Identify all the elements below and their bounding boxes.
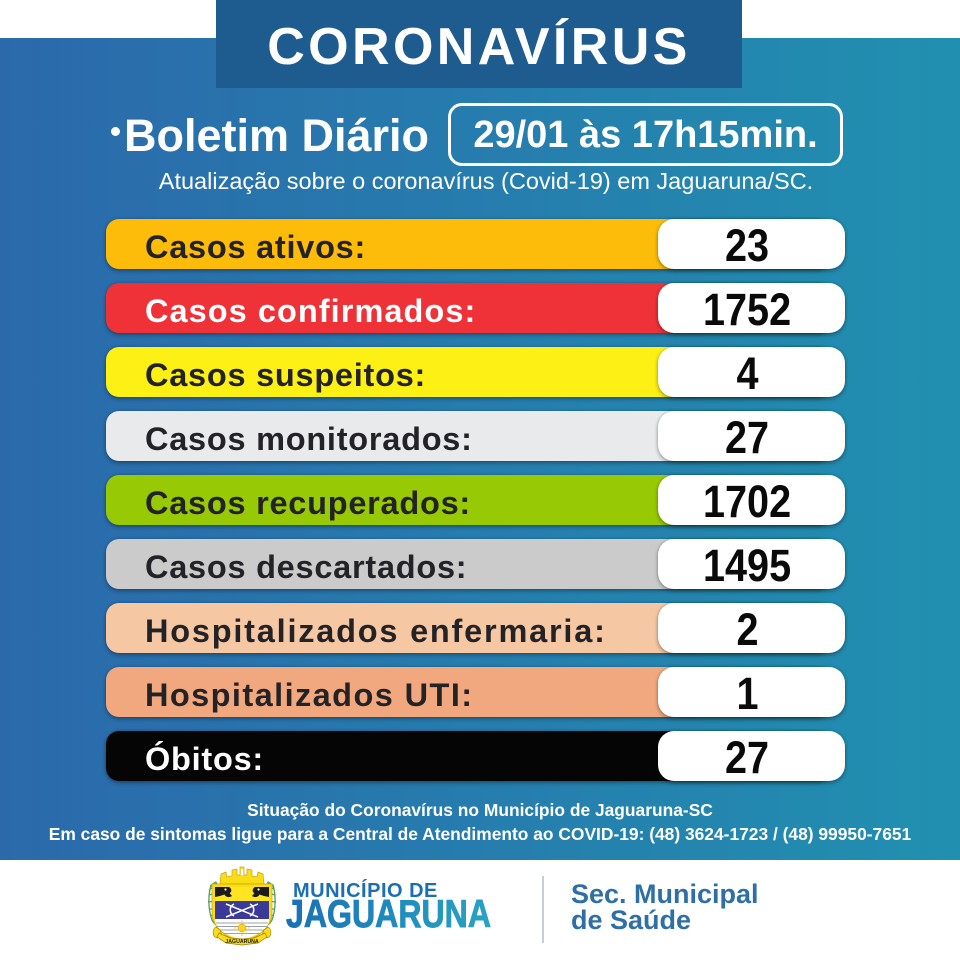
svg-text:JAGUARUNA: JAGUARUNA — [286, 892, 491, 936]
svg-text:JAGUARUNA: JAGUARUNA — [225, 939, 258, 945]
